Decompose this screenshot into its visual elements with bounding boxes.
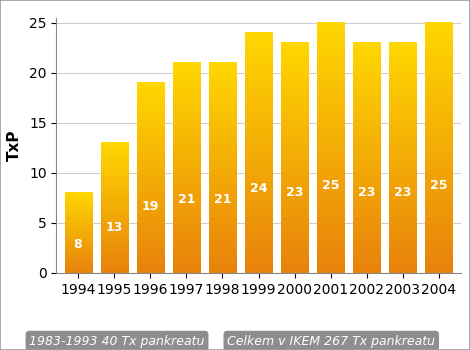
Text: 8: 8 <box>74 238 82 251</box>
Text: 1983-1993 40 Tx pankreatu: 1983-1993 40 Tx pankreatu <box>29 335 205 348</box>
Text: 25: 25 <box>322 179 339 192</box>
Text: 19: 19 <box>141 200 159 213</box>
Text: 23: 23 <box>358 186 376 199</box>
Text: 21: 21 <box>178 193 195 206</box>
Text: 21: 21 <box>214 193 231 206</box>
Text: Celkem v IKEM 267 Tx pankreatu: Celkem v IKEM 267 Tx pankreatu <box>227 335 435 348</box>
Text: 13: 13 <box>105 221 123 234</box>
Text: 25: 25 <box>430 179 448 192</box>
Text: 23: 23 <box>286 186 303 199</box>
Text: 23: 23 <box>394 186 412 199</box>
Y-axis label: TxP: TxP <box>7 130 22 161</box>
Text: 24: 24 <box>250 182 267 195</box>
